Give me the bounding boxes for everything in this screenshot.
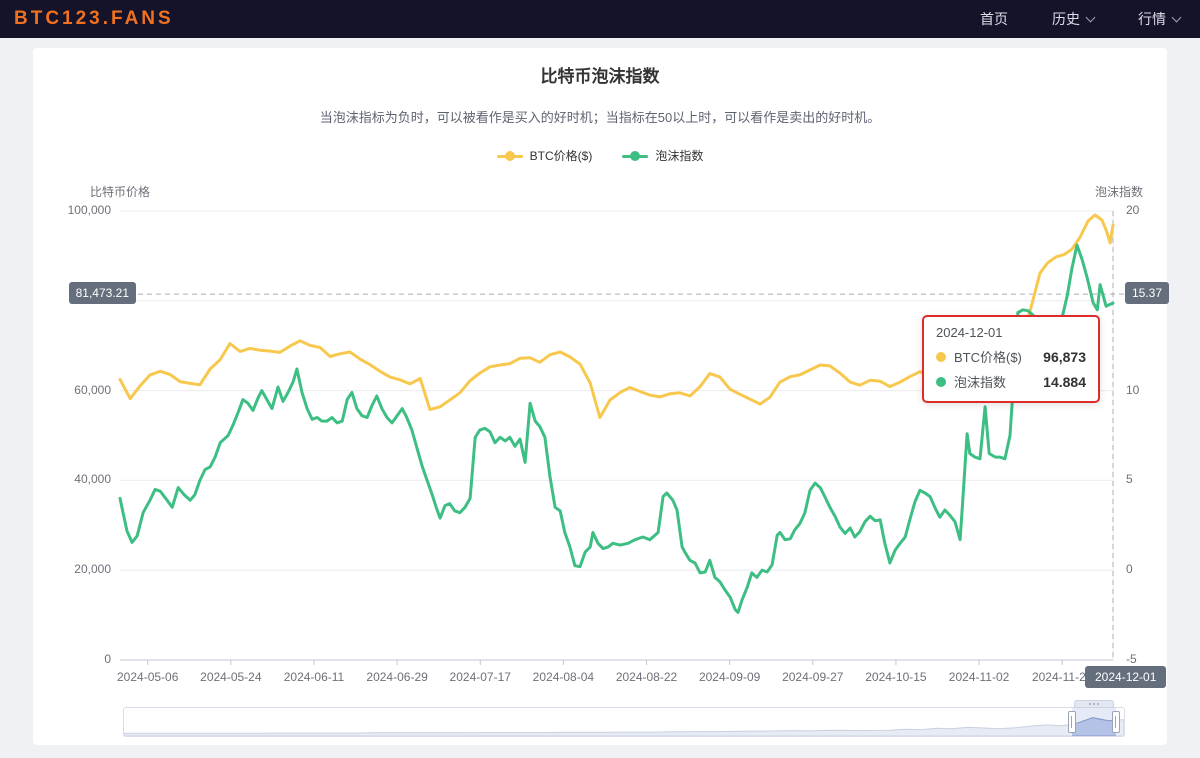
tooltip-label: BTC价格($) [954,350,1022,365]
nav-market-label: 行情 [1138,11,1166,27]
axis-tick-labels: 100,000 60,000 40,000 20,000 0 20 10 5 0 -5 2024-0… [33,48,1167,745]
minimap-area [124,717,1124,736]
x-axis-tick-label: 2024-05-24 [200,670,262,684]
chevron-down-icon [1085,12,1096,22]
line-series-marker-icon [622,150,649,161]
nav-home-label: 首页 [980,11,1008,27]
y-axis-left-tick-label: 0 [104,652,111,666]
chart-card: 比特币泡沫指数 当泡沫指标为负时，可以被看作是买入的好时机；当指标在50以上时，… [33,48,1170,745]
y-axis-right-tick-label: 10 [1126,382,1140,397]
bubble-index-line [118,243,1115,614]
x-axis-tick-label: 2024-08-04 [532,670,595,684]
top-navbar: BTC123.FANS 首页 历史 行情 [0,0,1200,38]
nav-item-market[interactable]: 行情 [1138,9,1182,29]
y-axis-right-tick-label: 5 [1126,472,1133,487]
price-marker-badge: 81,473.21 [68,282,136,305]
legend-item-btc-price[interactable]: BTC价格($) [496,147,593,164]
page-subtitle: 当泡沫指标为负时，可以被看作是买入的好时机；当指标在50以上时，可以看作是卖出的… [319,110,881,125]
page-title: 比特币泡沫指数 [540,67,660,86]
y-axis-left-tick-label: 40,000 [74,472,111,487]
nav-item-home[interactable]: 首页 [980,9,1008,29]
x-axis-tick-label: 2024-11-20 [1031,670,1093,684]
legend-item-bubble-index[interactable]: 泡沫指数 [622,147,703,164]
index-marker-badge: 15.37 [1125,282,1170,305]
x-axis-pointer-badge: 2024-12-01 [1085,666,1167,688]
tooltip-value: 14.884 [1043,373,1086,390]
y-axis-right-tick-label: -5 [1126,652,1137,666]
datazoom-left-handle[interactable] [1068,711,1076,733]
legend-label: 泡沫指数 [655,149,704,163]
x-axis-tick-label: 2024-10-15 [865,670,927,684]
minimap-selected-area [1072,717,1116,736]
tooltip-label: 泡沫指数 [954,375,1007,390]
datazoom-right-handle[interactable] [1112,711,1120,733]
chart-area: 100,000 60,000 40,000 20,000 0 20 10 5 0 -5 2024-0… [33,48,1170,745]
datazoom-slider[interactable] [123,700,1125,737]
chart-legend: BTC价格($) 泡沫指数 [33,147,1167,164]
btc-price-series-dot-icon [936,351,946,362]
x-axis-tick-label: 2024-11-02 [948,670,1010,684]
line-series-marker-icon [496,150,523,161]
x-axis-tick-label: 2024-07-17 [449,670,511,684]
tooltip-row-btc-price: BTC价格($) 96,873 [936,347,1086,366]
tooltip-row-bubble-index: 泡沫指数 14.884 [936,372,1086,391]
x-axis-tick-label: 2024-06-11 [283,670,345,684]
main-nav: 首页 历史 行情 [980,9,1182,29]
chevron-down-icon [1171,12,1182,22]
legend-label: BTC价格($) [529,149,593,163]
nav-history-label: 历史 [1052,11,1080,27]
plot-hover-area[interactable] [120,211,1113,660]
left-axis-title: 比特币价格 [90,185,151,199]
y-axis-right-tick-label: 20 [1126,203,1140,217]
x-axis-tick-label: 2024-08-22 [615,670,678,684]
chart-tooltip: 2024-12-01 BTC价格($) 96,873 泡沫指数 14.884 [922,315,1100,403]
datazoom-selected-window[interactable] [1072,708,1116,736]
x-axis-tick-label: 2024-09-09 [698,670,761,684]
y-axis-right-tick-label: 0 [1126,562,1133,577]
y-axis-left-tick-label: 60,000 [74,382,111,397]
datazoom-minimap [124,717,1124,736]
right-axis-title: 泡沫指数 [1095,185,1144,199]
site-logo[interactable]: BTC123.FANS [14,8,174,29]
x-axis-tick-label: 2024-09-27 [782,670,844,684]
tooltip-date: 2024-12-01 [936,325,1003,340]
x-axis-tick-label: 2024-05-06 [117,670,179,684]
y-axis-left-tick-label: 20,000 [74,562,111,577]
datazoom-move-handle[interactable] [1074,700,1114,708]
y-axis-left-tick-label: 100,000 [67,203,111,217]
x-axis-tick-label: 2024-06-29 [366,670,428,684]
tooltip-value: 96,873 [1043,348,1086,365]
nav-item-history[interactable]: 历史 [1052,9,1096,29]
bubble-index-series-dot-icon [936,376,946,387]
